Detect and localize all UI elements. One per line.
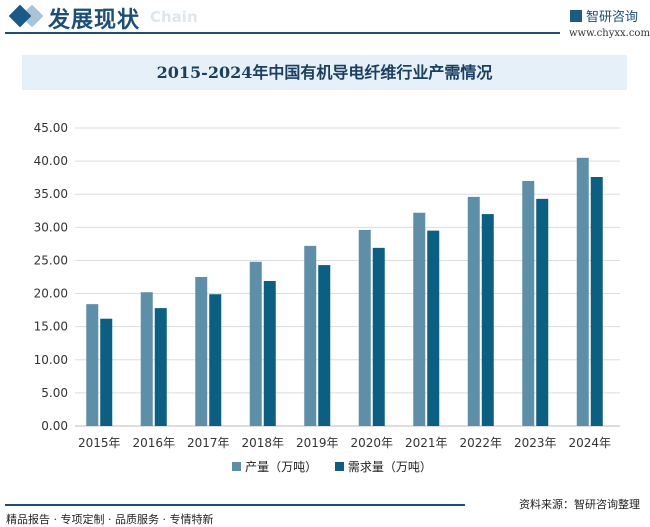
x-tick-label: 2018年 <box>241 436 284 450</box>
bar-demand <box>100 318 113 426</box>
logo-icon <box>570 10 582 22</box>
y-tick-label: 40.00 <box>34 154 68 168</box>
chart-title: 2015-2024年中国有机导电纤维行业产需情况 <box>22 55 627 90</box>
bar-demand <box>209 294 222 426</box>
section-subtitle: Chain <box>150 8 198 26</box>
y-tick-label: 5.00 <box>41 386 68 400</box>
bar-demand <box>154 308 167 426</box>
x-tick-label: 2024年 <box>568 436 611 450</box>
bar-production <box>522 180 535 426</box>
bar-demand <box>427 230 440 426</box>
bar-production <box>195 277 208 426</box>
y-tick-label: 10.00 <box>34 353 68 367</box>
bar-production <box>358 229 371 426</box>
section-title: 发展现状 <box>48 8 141 33</box>
bar-production <box>140 292 153 426</box>
brand-url: www.chyxx.com <box>569 28 650 39</box>
legend-swatch-production <box>232 462 242 471</box>
y-tick-label: 45.00 <box>34 121 68 135</box>
brand-logo: 智研咨询 <box>570 6 638 25</box>
y-tick-label: 20.00 <box>34 287 68 301</box>
bar-chart: 0.00 5.00 10.00 15.00 20.00 25.00 30.00 35.00 40… <box>34 121 620 450</box>
footer: 精品报告 · 专项定制 · 品质服务 · 专情特新 资料来源：智研咨询整理 <box>0 498 650 526</box>
bar-demand <box>372 247 385 426</box>
bar-demand <box>263 280 276 426</box>
header: 发展现状 Chain 智研咨询 www.chyxx.com <box>0 0 650 45</box>
legend-swatch-demand <box>334 462 344 471</box>
bar-production <box>86 304 99 426</box>
y-tick-label: 35.00 <box>34 187 68 201</box>
legend-label-production: 产量（万吨） <box>245 460 318 474</box>
y-tick-label: 15.00 <box>34 320 68 334</box>
x-tick-label: 2022年 <box>459 436 502 450</box>
divider <box>5 32 560 34</box>
x-tick-label: 2020年 <box>350 436 393 450</box>
footer-tagline: 精品报告 · 专项定制 · 品质服务 · 专情特新 <box>6 513 214 526</box>
bar-production <box>576 157 589 427</box>
x-tick-label: 2016年 <box>132 436 175 450</box>
x-tick-label: 2019年 <box>296 436 339 450</box>
legend: 产量（万吨） 需求量（万吨） <box>0 458 650 475</box>
x-tick-label: 2023年 <box>514 436 557 450</box>
bar-demand <box>481 214 494 426</box>
legend-label-demand: 需求量（万吨） <box>347 460 432 474</box>
bar-production <box>413 212 426 426</box>
x-tick-label: 2015年 <box>78 436 121 450</box>
brand-name: 智研咨询 <box>586 10 639 25</box>
bar-demand <box>536 198 549 426</box>
x-tick-label: 2017年 <box>187 436 230 450</box>
bar-production <box>249 261 262 426</box>
y-tick-label: 30.00 <box>34 220 68 234</box>
x-tick-label: 2021年 <box>405 436 448 450</box>
bar-production <box>467 196 480 426</box>
y-tick-label: 0.00 <box>41 419 68 433</box>
y-tick-label: 25.00 <box>34 253 68 267</box>
bar-production <box>304 245 317 426</box>
bar-demand <box>590 177 603 426</box>
bar-demand <box>318 265 331 426</box>
divider <box>5 504 465 506</box>
data-source: 资料来源：智研咨询整理 <box>519 498 640 511</box>
